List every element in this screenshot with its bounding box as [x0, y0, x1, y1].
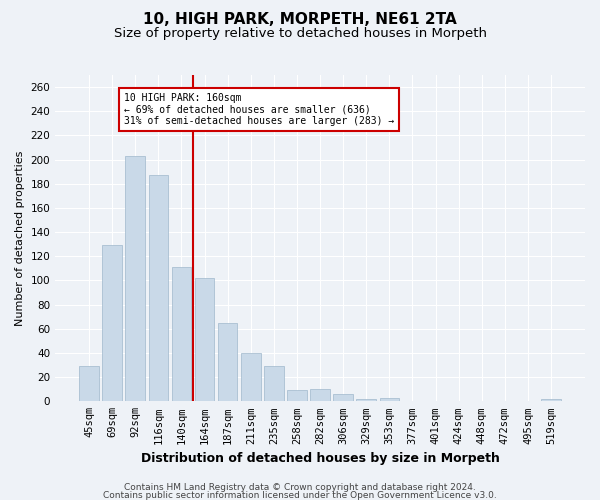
Text: Contains public sector information licensed under the Open Government Licence v3: Contains public sector information licen… — [103, 492, 497, 500]
Text: Contains HM Land Registry data © Crown copyright and database right 2024.: Contains HM Land Registry data © Crown c… — [124, 483, 476, 492]
Bar — [195, 278, 214, 402]
Text: 10 HIGH PARK: 160sqm
← 69% of detached houses are smaller (636)
31% of semi-deta: 10 HIGH PARK: 160sqm ← 69% of detached h… — [124, 93, 394, 126]
Y-axis label: Number of detached properties: Number of detached properties — [15, 150, 25, 326]
Bar — [380, 398, 399, 402]
Bar — [287, 390, 307, 402]
Bar — [310, 389, 330, 402]
Bar — [149, 176, 168, 402]
Bar — [125, 156, 145, 402]
X-axis label: Distribution of detached houses by size in Morpeth: Distribution of detached houses by size … — [140, 452, 500, 465]
Bar — [264, 366, 284, 402]
Bar — [334, 394, 353, 402]
Text: 10, HIGH PARK, MORPETH, NE61 2TA: 10, HIGH PARK, MORPETH, NE61 2TA — [143, 12, 457, 28]
Text: Size of property relative to detached houses in Morpeth: Size of property relative to detached ho… — [113, 28, 487, 40]
Bar — [218, 323, 238, 402]
Bar — [172, 267, 191, 402]
Bar — [79, 366, 99, 402]
Bar — [541, 399, 561, 402]
Bar — [103, 246, 122, 402]
Bar — [241, 353, 260, 402]
Bar — [356, 399, 376, 402]
